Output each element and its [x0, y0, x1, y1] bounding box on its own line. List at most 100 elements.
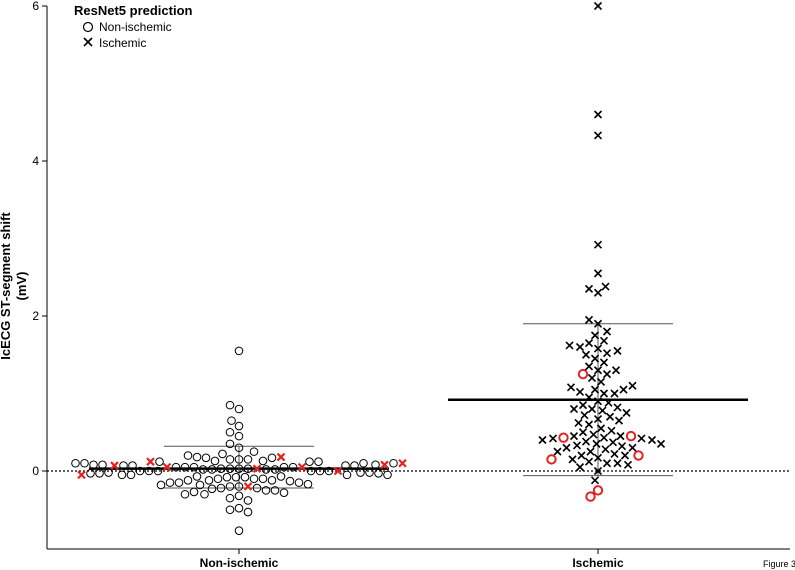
circle-point-pred-non-ischemic	[341, 461, 350, 470]
y-axis-label-line2: (mV)	[14, 272, 29, 301]
circle-point-pred-non-ischemic	[234, 431, 244, 441]
cross-point-pred-ischemic	[602, 370, 612, 379]
circle-point-pred-non-ischemic	[285, 476, 295, 486]
circle-point-pred-non-ischemic	[383, 470, 392, 480]
cross-point-pred-ischemic	[593, 453, 603, 462]
cross-point-pred-ischemic	[605, 412, 615, 421]
circle-point-pred-non-ischemic	[153, 466, 163, 476]
legend-cross-marker	[83, 37, 93, 47]
circle-point-pred-non-ischemic	[252, 483, 262, 493]
circle-point-pred-non-ischemic	[267, 453, 277, 463]
circle-point-pred-non-ischemic	[189, 487, 199, 497]
circle-point-pred-non-ischemic	[261, 486, 271, 495]
cross-point-pred-ischemic	[593, 240, 603, 249]
circle-point-pred-non-ischemic	[258, 474, 268, 484]
category-label-non-ischemic: Non-ischemic	[200, 556, 279, 570]
circle-point-pred-non-ischemic	[234, 491, 244, 501]
circle-point-pred-non-ischemic	[243, 464, 253, 473]
circle-point-pred-non-ischemic	[261, 465, 271, 474]
cross-point-pred-ischemic	[637, 434, 646, 443]
cross-point-pred-ischemic	[602, 459, 612, 468]
circle-point-pred-non-ischemic	[222, 472, 232, 482]
cross-point-pred-ischemic	[568, 455, 577, 464]
cross-point-pred-ischemic	[598, 406, 607, 415]
circle-point-pred-non-ischemic	[174, 478, 184, 487]
cross-point-pred-ischemic	[589, 430, 598, 439]
cross-point-pred-ischemic	[647, 435, 657, 445]
cross-point-pred-ischemic	[590, 331, 600, 340]
circle-point-pred-non-ischemic	[267, 476, 277, 485]
circle-point-pred-non-ischemic	[126, 470, 136, 480]
cross-point-pred-ischemic	[574, 418, 583, 428]
circle-point-pred-non-ischemic	[225, 493, 235, 503]
cross-point-pred-ischemic	[593, 397, 603, 406]
circle-point-pred-non-ischemic	[288, 462, 298, 472]
circle-point-pred-non-ischemic	[225, 400, 235, 410]
circle-point-pred-non-ischemic	[356, 468, 365, 477]
circle-point-pred-non-ischemic	[270, 486, 280, 495]
circle-point-pred-non-ischemic	[305, 457, 314, 467]
cross-point-pred-ischemic	[593, 269, 603, 278]
circle-point-pred-non-ischemic	[156, 480, 166, 490]
circle-point-pred-non-ischemic	[165, 478, 175, 487]
cross-point-pred-ischemic	[613, 459, 622, 468]
axes: 0 2 4 6	[32, 0, 790, 554]
circle-point-pred-non-ischemic	[207, 465, 217, 474]
cross-point-pred-ischemic	[590, 385, 600, 394]
circle-point-pred-non-ischemic	[234, 443, 244, 453]
circle-point-pred-non-ischemic	[374, 469, 383, 478]
cross-point-pred-ischemic	[580, 411, 589, 420]
cross-point-pred-ischemic	[610, 449, 619, 459]
cross-point-pred-ischemic	[276, 452, 286, 462]
cross-point-pred-ischemic	[602, 349, 612, 358]
cross-point-pred-ischemic	[616, 432, 625, 441]
circle-point-pred-non-ischemic	[270, 465, 280, 474]
cross-point-pred-ischemic	[628, 381, 637, 390]
cross-point-pred-ischemic	[333, 466, 343, 476]
cross-point-pred-ischemic	[601, 445, 610, 454]
cross-point-pred-ischemic	[565, 341, 574, 350]
circle-point-pred-non-ischemic	[155, 457, 164, 467]
cross-point-pred-ischemic	[593, 415, 603, 424]
circle-point-pred-non-ischemic	[213, 474, 223, 484]
circle-point-pred-non-ischemic	[135, 466, 145, 476]
circle-point-pred-non-ischemic	[183, 476, 193, 485]
circle-point-pred-non-ischemic	[225, 455, 235, 464]
circle-point-pred-non-ischemic	[324, 466, 334, 476]
circle-point-pred-non-ischemic	[86, 469, 95, 478]
circle-point-pred-non-ischemic	[258, 456, 268, 466]
circle-point-pred-non-ischemic	[189, 462, 199, 472]
cross-point-pred-ischemic	[593, 110, 603, 119]
circle-point-pred-non-ischemic	[389, 458, 398, 468]
circle-point-pred-non-ischemic	[200, 489, 209, 499]
cross-point-pred-ischemic	[590, 476, 600, 485]
cross-point-pred-ischemic	[548, 434, 558, 443]
cross-point-pred-ischemic	[599, 358, 609, 367]
circle-point-pred-non-ischemic	[315, 466, 325, 476]
circle-point-pred-non-ischemic	[365, 468, 374, 477]
circle-point-pred-non-ischemic	[234, 455, 244, 464]
circle-point-pred-non-ischemic	[633, 450, 644, 461]
circle-point-pred-non-ischemic	[225, 427, 235, 437]
circle-point-pred-non-ischemic	[104, 468, 113, 477]
circle-point-pred-non-ischemic	[303, 479, 313, 489]
y-tick-label: 0	[32, 464, 39, 478]
circle-point-pred-non-ischemic	[243, 507, 253, 517]
circle-point-pred-non-ischemic	[98, 460, 107, 470]
cross-point-pred-ischemic	[584, 362, 594, 371]
cross-point-pred-ischemic	[538, 435, 547, 445]
circle-point-pred-non-ischemic	[577, 368, 589, 380]
circle-point-pred-non-ischemic	[276, 472, 286, 481]
circle-point-pred-non-ischemic	[342, 470, 352, 480]
circle-point-pred-non-ischemic	[201, 453, 211, 463]
circle-point-pred-non-ischemic	[592, 485, 604, 496]
circle-point-pred-non-ischemic	[171, 462, 181, 472]
cross-point-pred-ischemic	[619, 385, 628, 394]
circle-point-pred-non-ischemic	[89, 460, 98, 470]
circle-point-pred-non-ischemic	[119, 461, 128, 470]
cross-point-pred-ischemic	[578, 401, 588, 410]
circle-point-pred-non-ischemic	[218, 449, 227, 459]
circle-point-pred-non-ischemic	[231, 472, 241, 482]
axis-labels: IcECG ST-segment shift (mV) Non-ischemic…	[0, 212, 795, 570]
circle-point-pred-non-ischemic	[585, 491, 596, 502]
